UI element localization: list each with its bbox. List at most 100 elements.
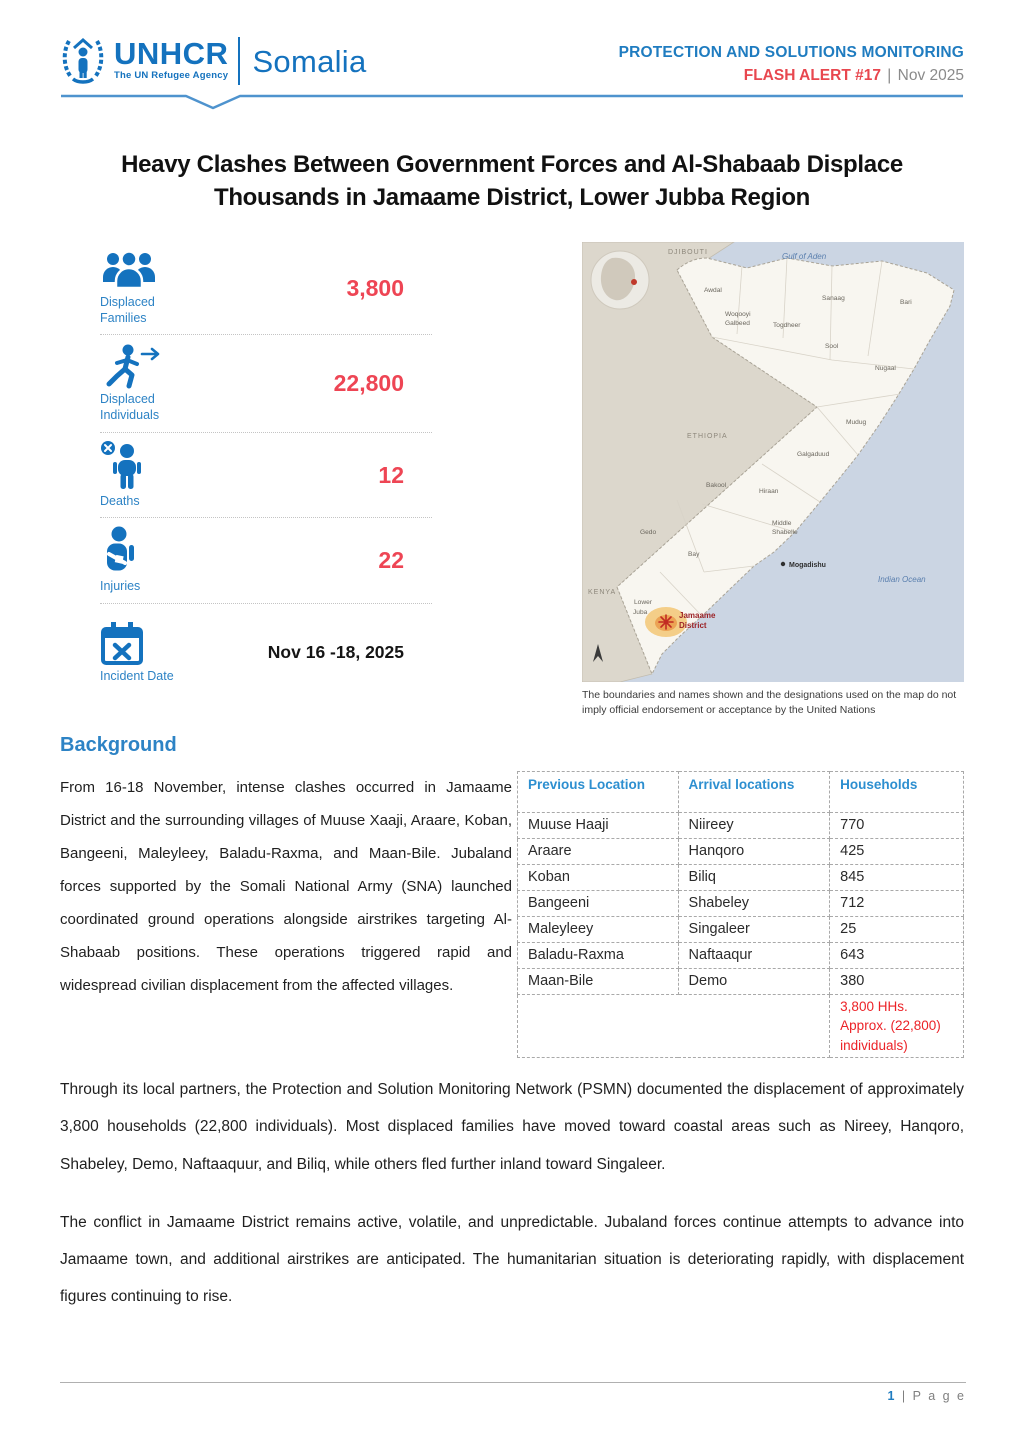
map-label: Sool bbox=[825, 343, 839, 350]
table-row: Maleyleey Singaleer 25 bbox=[517, 915, 964, 943]
deaths-icon bbox=[100, 440, 218, 491]
document-page: UNHCR The UN Refugee Agency Somalia PROT… bbox=[60, 36, 964, 1306]
stat-label-deaths: Deaths bbox=[100, 493, 140, 508]
org-tagline: The UN Refugee Agency bbox=[114, 69, 229, 81]
header-divider-rule bbox=[60, 94, 964, 112]
map-label: Mogadishu bbox=[789, 562, 826, 569]
logo-divider bbox=[238, 37, 241, 85]
table-cell: Hanqoro bbox=[677, 837, 831, 865]
table-cell: Niireey bbox=[677, 811, 831, 839]
somalia-map: Gulf of Aden DJIBOUTI Awdal Woqooyi Galbeed T… bbox=[582, 242, 964, 683]
stat-row-injuries: Injuries 22 bbox=[100, 518, 432, 604]
map-label: Sanaag bbox=[822, 295, 845, 302]
map-label: Mudug bbox=[846, 419, 866, 426]
map-label: Lower bbox=[634, 599, 653, 606]
table-header-1: Arrival locations bbox=[677, 770, 831, 813]
stat-row-displaced-families: Displaced Families 3,800 bbox=[100, 242, 432, 336]
map-label: Indian Ocean bbox=[878, 575, 926, 584]
table-header-0: Previous Location bbox=[517, 770, 679, 813]
org-name: UNHCR bbox=[114, 36, 229, 72]
unhcr-emblem-icon bbox=[60, 36, 106, 86]
alert-line: FLASH ALERT #17 | Nov 2025 bbox=[619, 67, 964, 85]
unhcr-logo-text: UNHCR The UN Refugee Agency bbox=[114, 36, 229, 81]
title-line-1: Heavy Clashes Between Government Forces … bbox=[121, 151, 903, 178]
table-header-row: Previous Location Arrival locations Househ… bbox=[517, 770, 964, 813]
globe-inset bbox=[590, 250, 650, 310]
displacement-table: Previous Location Arrival locations Househ… bbox=[516, 770, 964, 1059]
map-label: Woqooyi bbox=[725, 311, 751, 318]
table-cell: 380 bbox=[829, 967, 964, 995]
incident-date-icon bbox=[100, 621, 218, 666]
map-label: Togdheer bbox=[773, 322, 801, 329]
table-cell: Maan-Bile bbox=[517, 967, 679, 995]
stat-value-displaced-individuals: 22,800 bbox=[333, 370, 404, 397]
mogadishu-marker bbox=[780, 562, 786, 567]
summary-spacer-cell bbox=[516, 993, 831, 1059]
table-cell: 643 bbox=[829, 941, 964, 969]
unhcr-logo: UNHCR The UN Refugee Agency Somalia bbox=[60, 36, 367, 86]
displaced-individuals-icon bbox=[100, 343, 218, 389]
program-line: PROTECTION AND SOLUTIONS MONITORING bbox=[618, 44, 964, 61]
table-cell: 845 bbox=[829, 863, 964, 891]
page-footer: 1 | P a g e bbox=[60, 1382, 966, 1403]
map-label: Hiraan bbox=[759, 488, 779, 495]
background-paragraph-1: From 16-18 November, intense clashes occ… bbox=[60, 778, 512, 994]
map-label: Middle bbox=[772, 520, 792, 527]
table-cell: Bangeeni bbox=[517, 889, 679, 917]
north-arrow-icon bbox=[593, 644, 603, 663]
table-row: Bangeeni Shabeley 712 bbox=[517, 889, 964, 917]
table-cell: Koban bbox=[517, 863, 679, 891]
map-label: Gedo bbox=[640, 529, 656, 536]
map-label: Awdal bbox=[704, 287, 722, 294]
table-cell: 25 bbox=[829, 915, 964, 943]
table-cell: Singaleer bbox=[677, 915, 831, 943]
table-cell: Baladu-Raxma bbox=[517, 941, 679, 969]
title-line-2: Thousands in Jamaame District, Lower Jub… bbox=[213, 184, 811, 212]
background-paragraph-3: The conflict in Jamaame District remains… bbox=[60, 1213, 964, 1306]
map-label: ETHIOPIA bbox=[687, 433, 728, 440]
page-header: UNHCR The UN Refugee Agency Somalia PROT… bbox=[60, 36, 964, 86]
country-name: Somalia bbox=[252, 44, 367, 79]
map-label: DJIBOUTI bbox=[668, 249, 708, 256]
page-number: 1 bbox=[887, 1389, 897, 1403]
table-cell: Muuse Haaji bbox=[517, 811, 679, 839]
table-cell: Naftaaqur bbox=[677, 941, 831, 969]
map-labels: Gulf of Aden DJIBOUTI Awdal Woqooyi Galbeed T… bbox=[588, 249, 926, 630]
table-row: Baladu-Raxma Naftaaqur 643 bbox=[517, 941, 964, 969]
table-header-2: Households bbox=[829, 770, 964, 813]
map-label: Nugaal bbox=[875, 365, 896, 372]
displacement-table-wrap: Previous Location Arrival locations Househ… bbox=[516, 770, 964, 1059]
stats-list: Displaced Families 3,800 Displaced Indiv… bbox=[100, 242, 432, 717]
table-summary-row: 3,800 HHs. Approx. (22,800) individuals) bbox=[516, 993, 964, 1059]
header-right: PROTECTION AND SOLUTIONS MONITORING FLAS… bbox=[619, 36, 964, 85]
stat-value-incident-date: Nov 16 -18, 2025 bbox=[267, 642, 404, 663]
table-cell: Shabeley bbox=[677, 889, 831, 917]
table-row: Muuse Haaji Niireey 770 bbox=[517, 811, 964, 839]
displaced-families-icon bbox=[100, 250, 218, 292]
hero-section: Displaced Families 3,800 Displaced Indiv… bbox=[60, 242, 964, 717]
stat-value-deaths: 12 bbox=[378, 461, 404, 488]
map-label: KENYA bbox=[588, 589, 616, 596]
map-label: Jamaame bbox=[679, 611, 716, 620]
map-label: Bakool bbox=[706, 482, 727, 489]
map-label: Galgaduud bbox=[797, 451, 830, 458]
issue-date: Nov 2025 bbox=[897, 67, 964, 84]
table-cell: 712 bbox=[829, 889, 964, 917]
somalia-outline bbox=[616, 257, 955, 676]
table-cell: 425 bbox=[829, 837, 964, 865]
document-title: Heavy Clashes Between Government Forces … bbox=[60, 148, 964, 214]
map-column: Gulf of Aden DJIBOUTI Awdal Woqooyi Galbeed T… bbox=[582, 242, 964, 717]
background-two-column: From 16-18 November, intense clashes occ… bbox=[60, 770, 964, 1059]
map-label: Bay bbox=[688, 551, 700, 558]
map-label: Shabelle bbox=[772, 529, 798, 536]
stat-value-displaced-families: 3,800 bbox=[346, 274, 404, 301]
table-cell: Maleyleey bbox=[517, 915, 679, 943]
map-label: Galbeed bbox=[725, 320, 750, 327]
jamaame-star-icon bbox=[658, 614, 674, 631]
stat-row-deaths: Deaths 12 bbox=[100, 433, 432, 519]
page-label: | P a g e bbox=[901, 1389, 966, 1403]
table-row: Koban Biliq 845 bbox=[517, 863, 964, 891]
background-paragraph-2: Through its local partners, the Protecti… bbox=[60, 1081, 964, 1173]
map-label: Bari bbox=[900, 299, 912, 306]
stat-row-displaced-individuals: Displaced Individuals 22,800 bbox=[100, 335, 432, 433]
